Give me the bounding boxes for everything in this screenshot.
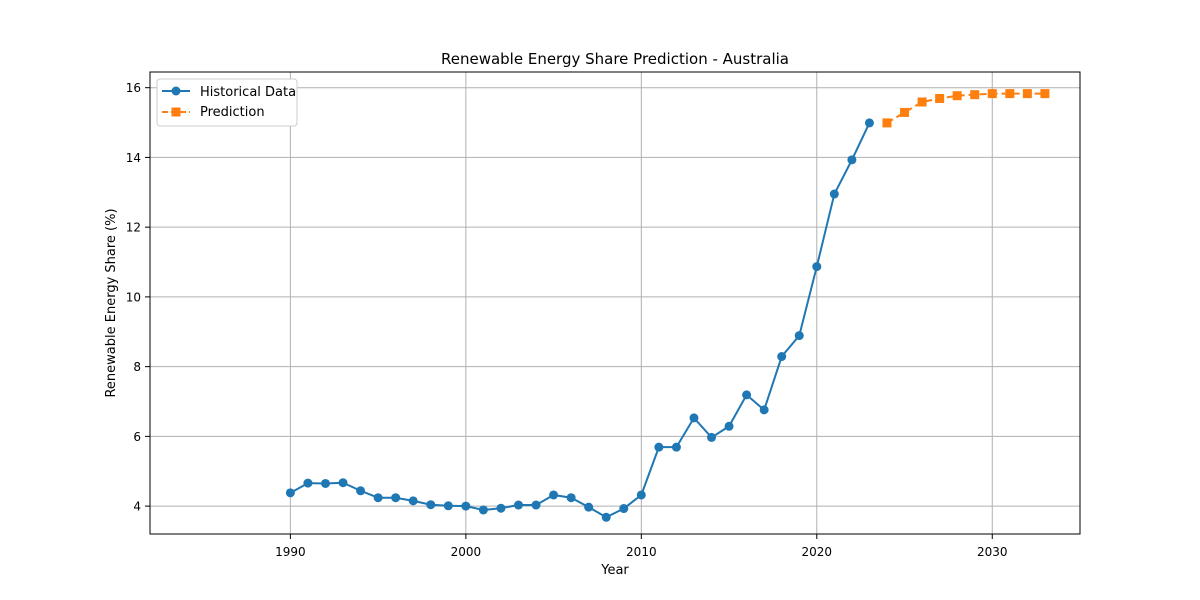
y-axis-label: Renewable Energy Share (%) bbox=[104, 208, 119, 397]
data-point-prediction bbox=[1022, 89, 1032, 99]
legend-label-historical: Historical Data bbox=[200, 85, 296, 100]
data-point-historical bbox=[601, 512, 611, 522]
x-tick-label: 1990 bbox=[275, 545, 306, 559]
chart-title: Renewable Energy Share Prediction - Aust… bbox=[441, 50, 789, 68]
data-point-historical bbox=[478, 505, 488, 515]
y-tick-label: 8 bbox=[133, 360, 141, 374]
y-tick-label: 14 bbox=[126, 151, 141, 165]
data-point-historical bbox=[496, 503, 506, 513]
data-point-historical bbox=[864, 118, 874, 128]
x-axis-label: Year bbox=[600, 563, 629, 578]
data-point-historical bbox=[794, 331, 804, 341]
data-point-historical bbox=[513, 500, 523, 510]
y-tick-label: 10 bbox=[126, 290, 141, 304]
y-tick-label: 4 bbox=[133, 500, 141, 514]
x-tick-label: 2030 bbox=[977, 545, 1008, 559]
data-point-historical bbox=[584, 502, 594, 512]
data-point-historical bbox=[619, 504, 629, 514]
x-tick-label: 2010 bbox=[626, 545, 657, 559]
axis-ticks: 1990 2000 2010 2020 2030 4 6 8 10 12 14 16 bbox=[126, 81, 1008, 559]
data-point-historical bbox=[724, 421, 734, 431]
data-point-historical bbox=[742, 390, 752, 400]
data-point-prediction bbox=[900, 107, 910, 117]
data-point-prediction bbox=[1040, 89, 1050, 99]
data-point-historical bbox=[320, 478, 330, 488]
data-point-historical bbox=[566, 493, 576, 503]
data-point-historical bbox=[408, 496, 418, 506]
data-point-historical bbox=[549, 490, 559, 500]
data-point-prediction bbox=[970, 90, 980, 100]
legend-marker-prediction bbox=[171, 107, 181, 117]
grid bbox=[150, 72, 1080, 534]
data-point-prediction bbox=[882, 118, 892, 128]
data-point-historical bbox=[777, 352, 787, 362]
data-point-historical bbox=[531, 500, 541, 510]
data-point-historical bbox=[356, 486, 366, 496]
data-point-historical bbox=[391, 493, 401, 503]
y-tick-label: 6 bbox=[133, 430, 141, 444]
data-point-prediction bbox=[917, 97, 927, 107]
data-point-historical bbox=[759, 405, 769, 415]
data-point-historical bbox=[689, 413, 699, 423]
series-line-1 bbox=[886, 92, 1045, 124]
data-point-historical bbox=[285, 488, 295, 498]
series-group bbox=[285, 89, 1050, 522]
data-point-historical bbox=[373, 493, 383, 503]
data-point-historical bbox=[654, 442, 664, 452]
data-point-prediction bbox=[987, 89, 997, 99]
y-tick-label: 16 bbox=[126, 81, 141, 95]
data-point-prediction bbox=[952, 91, 962, 101]
series-line-0 bbox=[289, 122, 871, 519]
legend-label-prediction: Prediction bbox=[200, 105, 265, 120]
data-point-historical bbox=[671, 442, 681, 452]
data-point-historical bbox=[636, 490, 646, 500]
legend-marker-historical bbox=[171, 86, 181, 96]
data-point-prediction bbox=[1005, 89, 1015, 99]
y-tick-label: 12 bbox=[126, 221, 141, 235]
data-point-prediction bbox=[935, 93, 945, 103]
data-point-historical bbox=[461, 501, 471, 511]
data-point-historical bbox=[707, 432, 717, 442]
data-point-historical bbox=[426, 500, 436, 510]
x-tick-label: 2020 bbox=[802, 545, 833, 559]
x-tick-label: 2000 bbox=[451, 545, 482, 559]
data-point-historical bbox=[443, 501, 453, 511]
data-point-historical bbox=[812, 262, 822, 272]
data-point-historical bbox=[338, 478, 348, 488]
data-point-historical bbox=[303, 478, 313, 488]
plot-area-border bbox=[149, 71, 1081, 535]
legend-box bbox=[156, 78, 298, 127]
legend: Historical Data Prediction bbox=[156, 78, 298, 127]
data-point-historical bbox=[847, 155, 857, 165]
data-point-historical bbox=[829, 189, 839, 199]
